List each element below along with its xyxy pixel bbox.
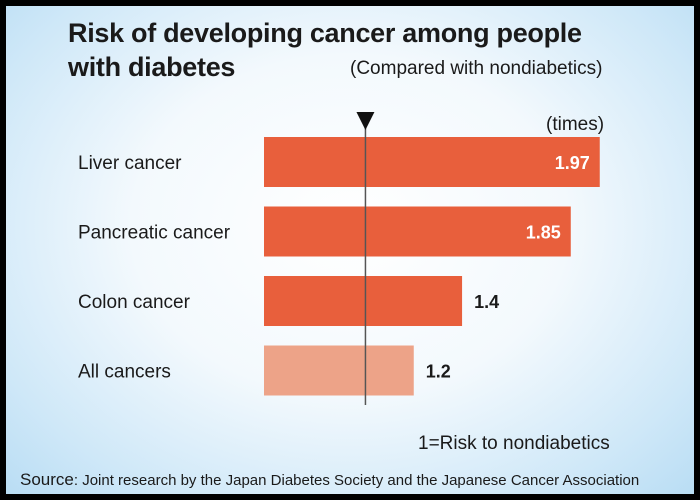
reference-marker-icon — [356, 112, 375, 130]
source-note: Source: Joint research by the Japan Diab… — [20, 470, 639, 490]
chart-frame: Risk of developing cancer among people w… — [6, 6, 694, 494]
category-label-4: All cancers — [78, 362, 171, 383]
bar-1 — [264, 137, 600, 187]
unit-label: (times) — [546, 114, 605, 135]
value-label-2: 1.85 — [526, 223, 561, 243]
chart-title: Risk of developing cancer among people w… — [68, 16, 582, 84]
category-label-2: Pancreatic cancer — [78, 223, 231, 244]
source-text: : Joint research by the Japan Diabetes S… — [73, 472, 640, 489]
source-label: Source — [20, 470, 74, 489]
title-line-2: with diabetes — [68, 52, 236, 82]
category-label-1: Liver cancer — [78, 153, 182, 174]
chart-subtitle: (Compared with nondiabetics) — [350, 58, 603, 79]
bar-4 — [264, 345, 414, 396]
title-line-1: Risk of developing cancer among people — [68, 18, 582, 48]
value-label-1: 1.97 — [555, 153, 590, 173]
reference-caption: 1=Risk to nondiabetics — [418, 433, 610, 454]
bar-3 — [264, 276, 463, 326]
category-label-3: Colon cancer — [78, 292, 191, 313]
bar-2 — [264, 206, 571, 257]
value-label-3: 1.4 — [474, 292, 499, 312]
value-label-4: 1.2 — [426, 362, 451, 382]
